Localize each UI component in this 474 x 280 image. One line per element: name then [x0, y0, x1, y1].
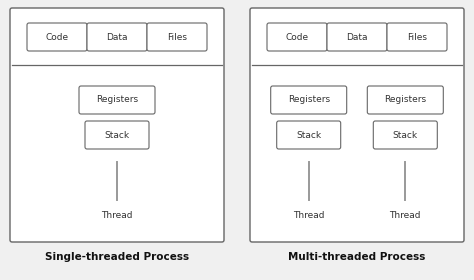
FancyBboxPatch shape: [374, 121, 438, 149]
Text: Multi-threaded Process: Multi-threaded Process: [288, 252, 426, 262]
Text: Files: Files: [407, 32, 427, 41]
Text: Registers: Registers: [384, 95, 426, 104]
Text: Single-threaded Process: Single-threaded Process: [45, 252, 189, 262]
FancyBboxPatch shape: [327, 23, 387, 51]
FancyBboxPatch shape: [367, 86, 443, 114]
Text: Stack: Stack: [296, 130, 321, 139]
Text: Stack: Stack: [393, 130, 418, 139]
Text: Registers: Registers: [288, 95, 330, 104]
Text: Data: Data: [346, 32, 368, 41]
Text: Code: Code: [285, 32, 309, 41]
Text: Data: Data: [106, 32, 128, 41]
FancyBboxPatch shape: [387, 23, 447, 51]
Text: Stack: Stack: [104, 130, 129, 139]
FancyBboxPatch shape: [271, 86, 346, 114]
FancyBboxPatch shape: [10, 8, 224, 242]
FancyBboxPatch shape: [147, 23, 207, 51]
FancyBboxPatch shape: [250, 8, 464, 242]
FancyBboxPatch shape: [267, 23, 327, 51]
Text: Code: Code: [46, 32, 69, 41]
Text: Thread: Thread: [390, 211, 421, 220]
FancyBboxPatch shape: [79, 86, 155, 114]
Text: Thread: Thread: [101, 211, 133, 220]
Text: Thread: Thread: [293, 211, 324, 220]
Text: Files: Files: [167, 32, 187, 41]
FancyBboxPatch shape: [27, 23, 87, 51]
FancyBboxPatch shape: [85, 121, 149, 149]
Text: Registers: Registers: [96, 95, 138, 104]
FancyBboxPatch shape: [277, 121, 341, 149]
FancyBboxPatch shape: [87, 23, 147, 51]
